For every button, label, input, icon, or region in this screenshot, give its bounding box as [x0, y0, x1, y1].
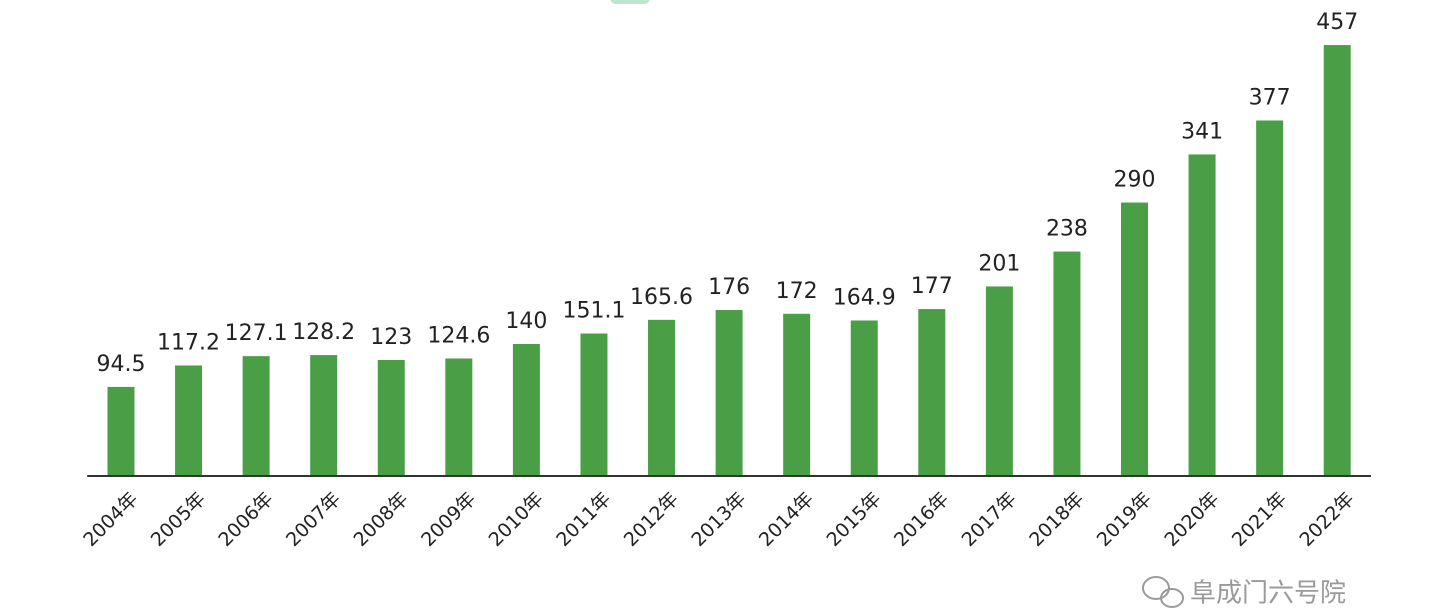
value-label: 164.9 [833, 285, 896, 310]
value-label: 94.5 [96, 352, 145, 377]
x-tick-label: 2004年 [79, 488, 142, 551]
bar [310, 355, 338, 476]
bar [107, 386, 135, 476]
x-tick-label: 2006年 [214, 488, 277, 551]
bar [1121, 202, 1149, 476]
watermark-icon [1142, 576, 1184, 608]
bar [1188, 154, 1216, 476]
value-label: 290 [1114, 168, 1156, 193]
x-tick-label: 2005年 [147, 488, 210, 551]
bar [175, 365, 203, 476]
x-tick-label: 2018年 [1025, 488, 1088, 551]
bar [648, 319, 676, 476]
x-tick-label: 2007年 [282, 488, 345, 551]
value-label: 128.2 [292, 320, 355, 345]
x-tick-label: 2010年 [485, 488, 548, 551]
value-label: 377 [1249, 85, 1291, 110]
value-label: 124.6 [427, 324, 490, 349]
x-tick-label: 2013年 [687, 488, 750, 551]
bar [377, 360, 405, 476]
bar [985, 286, 1013, 476]
value-label: 165.6 [630, 285, 693, 310]
value-label: 127.1 [225, 321, 288, 346]
x-tick-label: 2016年 [890, 488, 953, 551]
bar [512, 343, 540, 476]
value-label: 457 [1316, 10, 1358, 35]
bar [445, 358, 473, 476]
value-label: 238 [1046, 217, 1088, 242]
x-tick-label: 2022年 [1295, 488, 1358, 551]
x-tick-label: 2009年 [417, 488, 480, 551]
x-tick-label: 2017年 [958, 488, 1021, 551]
x-tick-label: 2021年 [1228, 488, 1291, 551]
bar [918, 309, 946, 476]
x-tick-label: 2015年 [822, 488, 885, 551]
bar [1323, 45, 1351, 476]
value-label: 123 [370, 325, 412, 350]
value-label: 201 [978, 251, 1020, 276]
value-label: 117.2 [157, 330, 220, 355]
x-tick-label: 2014年 [755, 488, 818, 551]
bar [783, 313, 811, 476]
value-label: 172 [776, 279, 818, 304]
watermark: 阜成门六号院 [1190, 579, 1346, 609]
value-label: 176 [708, 275, 750, 300]
bar [715, 310, 743, 476]
bar [1256, 120, 1284, 476]
x-tick-label: 2011年 [552, 488, 615, 551]
bar [580, 333, 608, 476]
x-tick-label: 2012年 [620, 488, 683, 551]
bar [242, 356, 270, 476]
value-label: 341 [1181, 119, 1223, 144]
decoration [610, 0, 650, 4]
value-label: 140 [505, 309, 547, 334]
value-label: 151.1 [562, 299, 625, 324]
value-label: 177 [911, 274, 953, 299]
bar [1053, 251, 1081, 476]
bar [850, 320, 878, 476]
x-tick-label: 2019年 [1093, 488, 1156, 551]
x-tick-label: 2020年 [1160, 488, 1223, 551]
x-tick-label: 2008年 [349, 488, 412, 551]
